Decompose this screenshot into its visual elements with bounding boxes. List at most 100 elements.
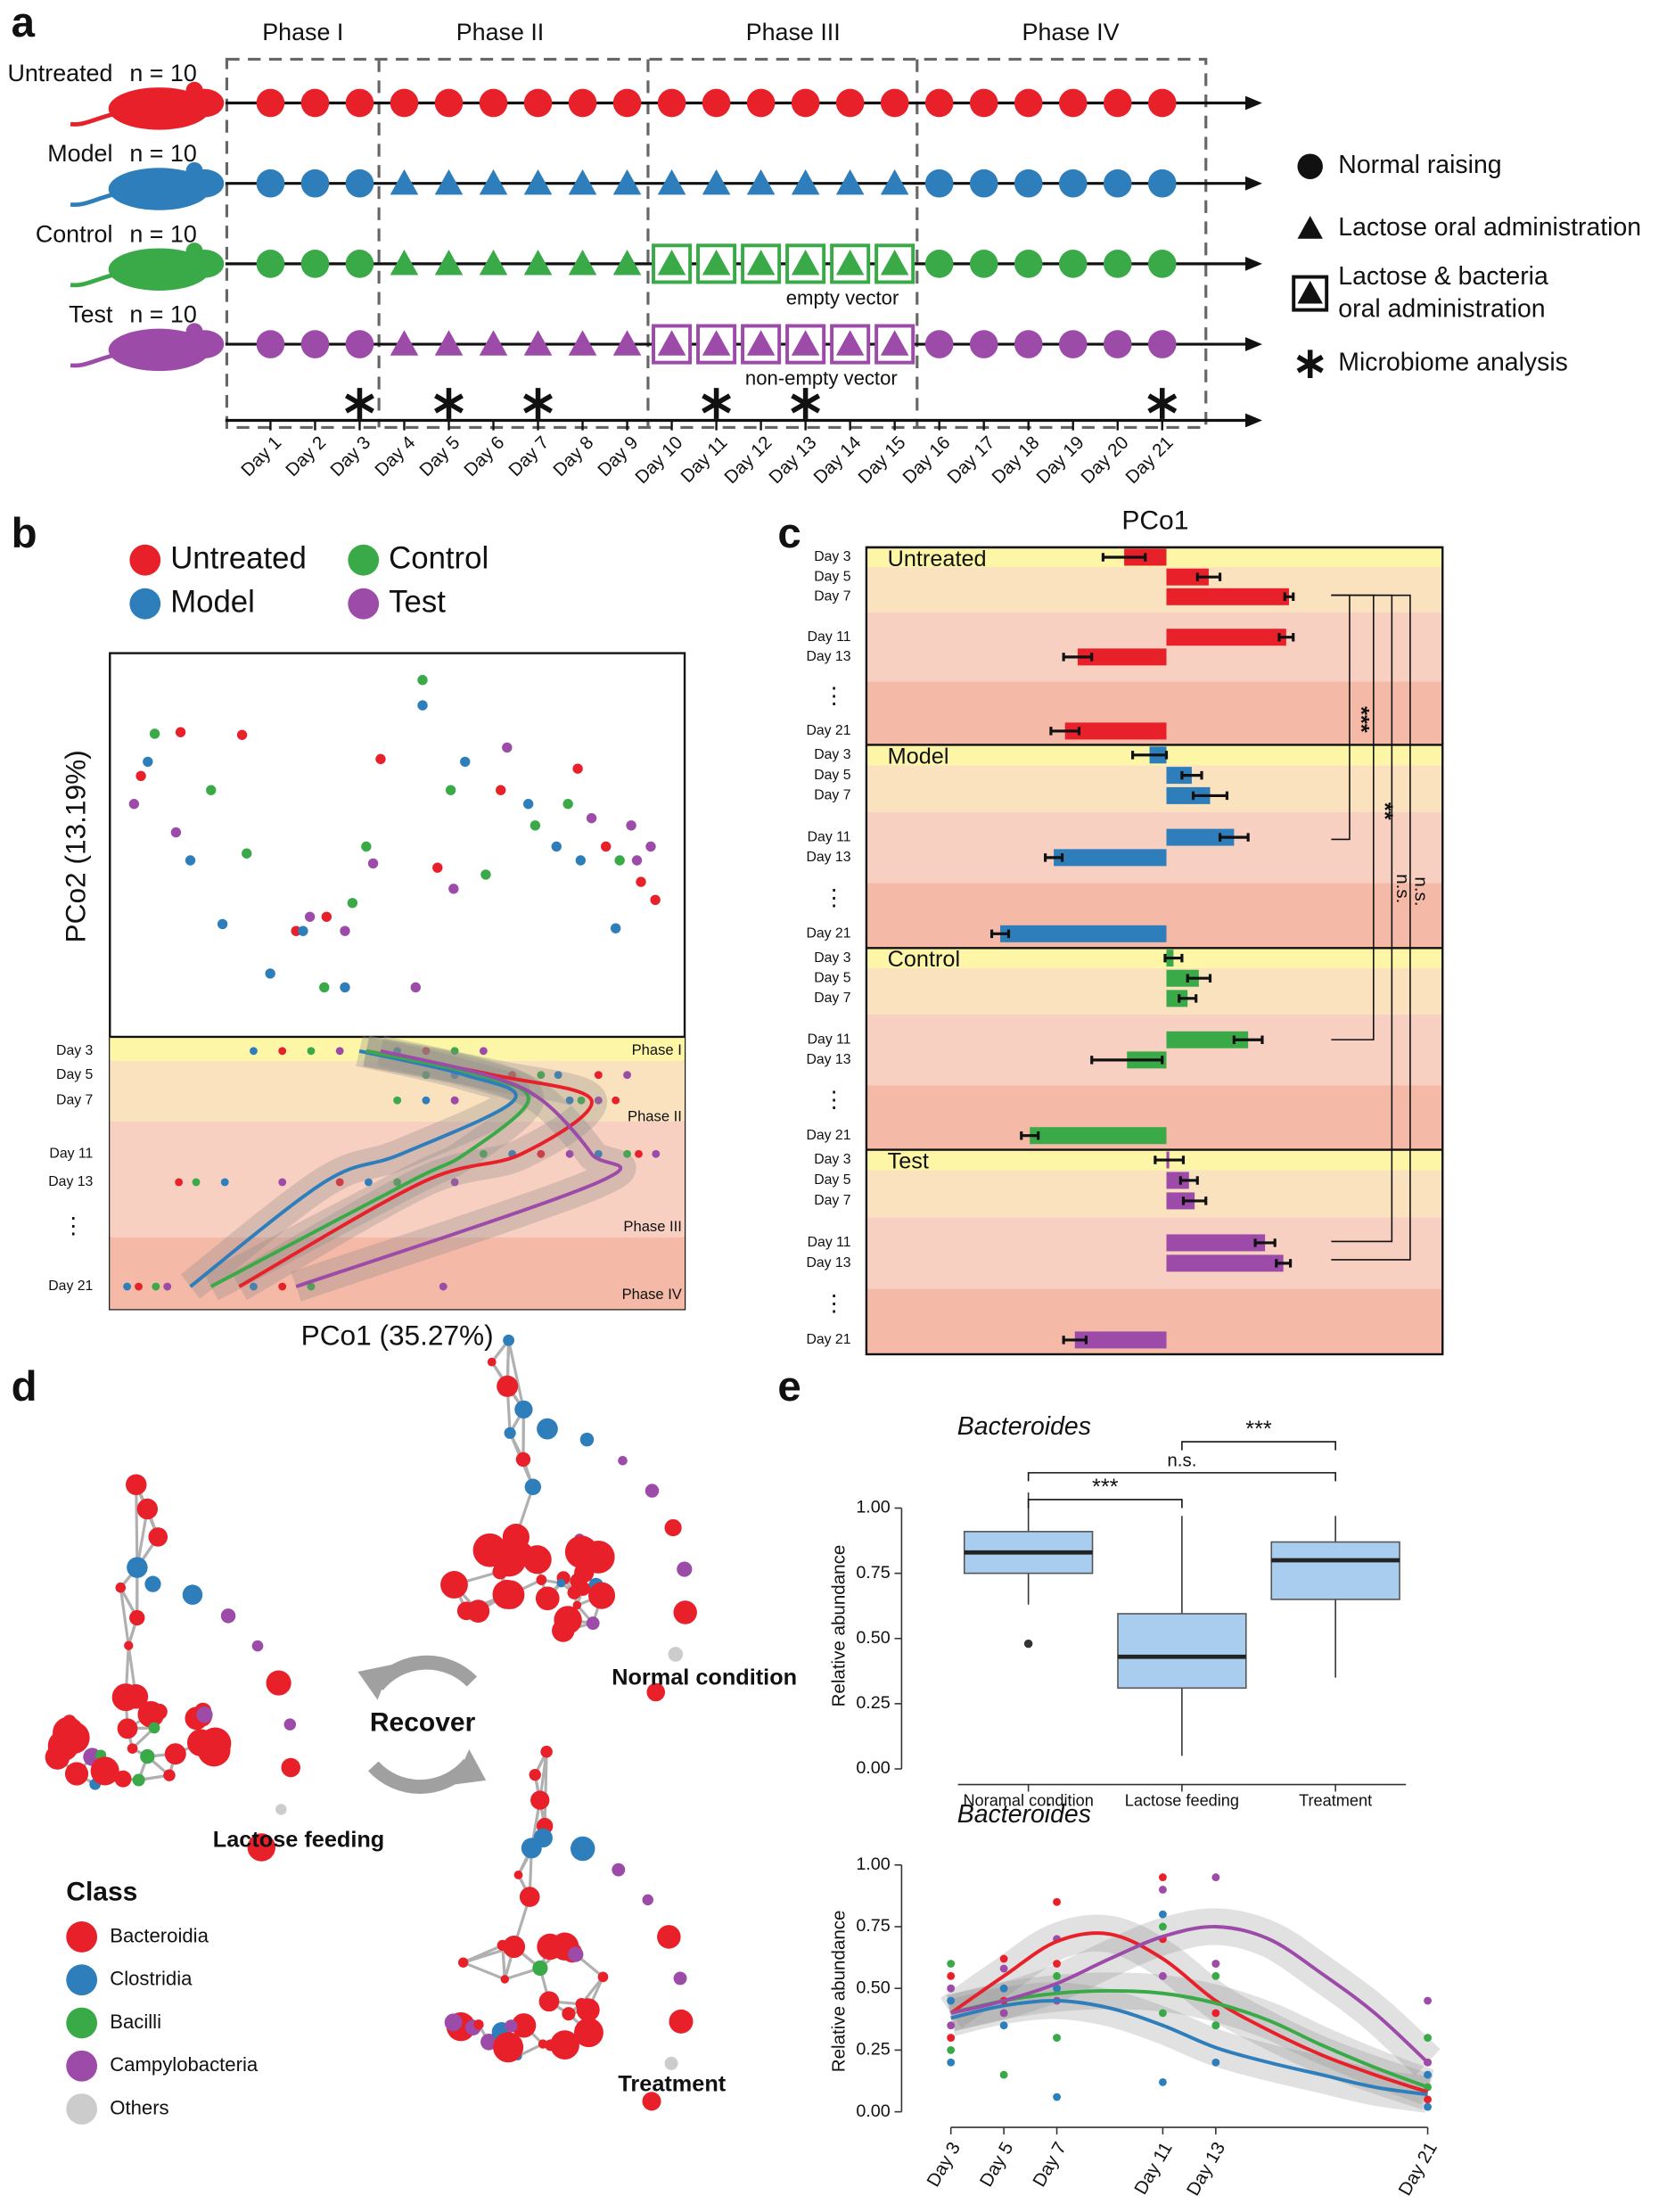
- day-label: Day 4: [371, 432, 419, 481]
- vector-note: empty vector: [786, 286, 899, 308]
- triangle-marker: [1297, 216, 1323, 239]
- x-tick-label: Day 5: [976, 2139, 1018, 2191]
- y-tick-label: 0.25: [856, 1693, 890, 1713]
- point: [439, 1282, 447, 1291]
- legend-label: Model: [170, 585, 255, 619]
- point: [522, 799, 534, 810]
- point: [192, 1178, 201, 1187]
- ellipsis: ⋮: [823, 885, 845, 910]
- point: [367, 858, 379, 869]
- trend-line: [189, 1048, 518, 1288]
- network-node: [492, 1564, 508, 1580]
- triangle-marker: [791, 169, 820, 195]
- point: [537, 1149, 546, 1158]
- triangle-marker: [434, 169, 464, 195]
- point: [479, 1149, 488, 1158]
- error-bar: [1218, 833, 1250, 842]
- asterisk: [1147, 393, 1178, 414]
- group-label: Model: [47, 140, 112, 167]
- point: [947, 1996, 956, 2005]
- asterisk: [1296, 354, 1324, 374]
- point: [206, 785, 217, 795]
- bar: [1030, 1127, 1167, 1145]
- network-node: [513, 1871, 523, 1879]
- network-node: [522, 1545, 552, 1575]
- triangle-marker: [612, 169, 642, 195]
- point: [123, 1282, 132, 1291]
- arrow-head: [1245, 95, 1262, 111]
- y-axis-label: Relative abundance: [828, 1545, 849, 1707]
- circle-marker: [345, 330, 374, 358]
- row-label: Day 13: [806, 1255, 850, 1270]
- point: [947, 1984, 956, 1993]
- triangle-marker: [1297, 280, 1323, 304]
- network-node: [524, 1478, 542, 1495]
- network-node: [457, 1957, 469, 1968]
- point: [432, 862, 443, 873]
- trend-line: [950, 1999, 1428, 2097]
- network-node: [251, 1640, 264, 1652]
- point: [1053, 2093, 1061, 2101]
- phase-label: Phase III: [746, 19, 841, 45]
- error-bar: [1277, 632, 1295, 642]
- day-label: Day 19: [1032, 432, 1088, 488]
- point: [1158, 1922, 1167, 1931]
- triangle-marker: [746, 330, 776, 356]
- circle-marker: [657, 88, 686, 118]
- point: [422, 1096, 431, 1105]
- network-node: [182, 1584, 203, 1605]
- point: [1158, 2009, 1167, 2018]
- triangle-marker: [612, 250, 642, 275]
- mouse-ear: [185, 161, 203, 179]
- circle-marker: [1014, 250, 1043, 278]
- triangle-marker: [568, 250, 597, 275]
- network-node: [587, 1582, 616, 1609]
- circle-marker: [880, 88, 909, 118]
- day-label: Day 8: [549, 432, 597, 481]
- legend-label: Control: [389, 541, 489, 575]
- point: [586, 812, 597, 824]
- circle-marker: [1058, 88, 1088, 118]
- triangle-marker: [880, 250, 909, 275]
- circle-marker: [1147, 88, 1177, 118]
- mouse-tail: [70, 273, 114, 288]
- point: [572, 763, 583, 774]
- circle-marker: [390, 88, 419, 118]
- circle-marker: [479, 88, 508, 118]
- network-node: [597, 1971, 609, 1983]
- network-node: [164, 1743, 186, 1765]
- circle-marker: [702, 88, 731, 118]
- triangle-marker: [746, 169, 776, 195]
- network-node: [579, 1432, 595, 1447]
- network-node: [514, 1400, 533, 1419]
- mouse-ear: [185, 243, 203, 260]
- network-node: [127, 1557, 148, 1578]
- group-label: Untreated: [7, 60, 112, 86]
- circle-marker: [924, 169, 954, 198]
- day-label: Day 1: [237, 432, 285, 481]
- phase-band: [866, 1217, 1443, 1289]
- point: [999, 2070, 1008, 2079]
- group-size: n = 10: [129, 220, 196, 247]
- circle-marker: [1297, 153, 1323, 179]
- arrow-head: [1245, 413, 1262, 428]
- error-bar: [989, 929, 1011, 939]
- ellipsis: ⋮: [823, 684, 845, 709]
- error-bar: [1195, 572, 1222, 581]
- circle-marker: [1014, 330, 1043, 358]
- mouse-tail: [70, 193, 114, 208]
- network-node: [586, 1616, 600, 1630]
- outlier: [1023, 1639, 1033, 1649]
- point: [236, 729, 248, 740]
- circle-marker: [1147, 169, 1177, 198]
- day-label: Day 17: [943, 432, 998, 488]
- triangle-marker: [523, 330, 553, 356]
- ellipsis: ⋮: [823, 1292, 845, 1317]
- point: [417, 700, 428, 711]
- network-node: [472, 1533, 507, 1567]
- circle-marker: [924, 88, 954, 118]
- network-node: [505, 2019, 518, 2033]
- error-bar: [1062, 653, 1094, 662]
- point: [445, 785, 456, 795]
